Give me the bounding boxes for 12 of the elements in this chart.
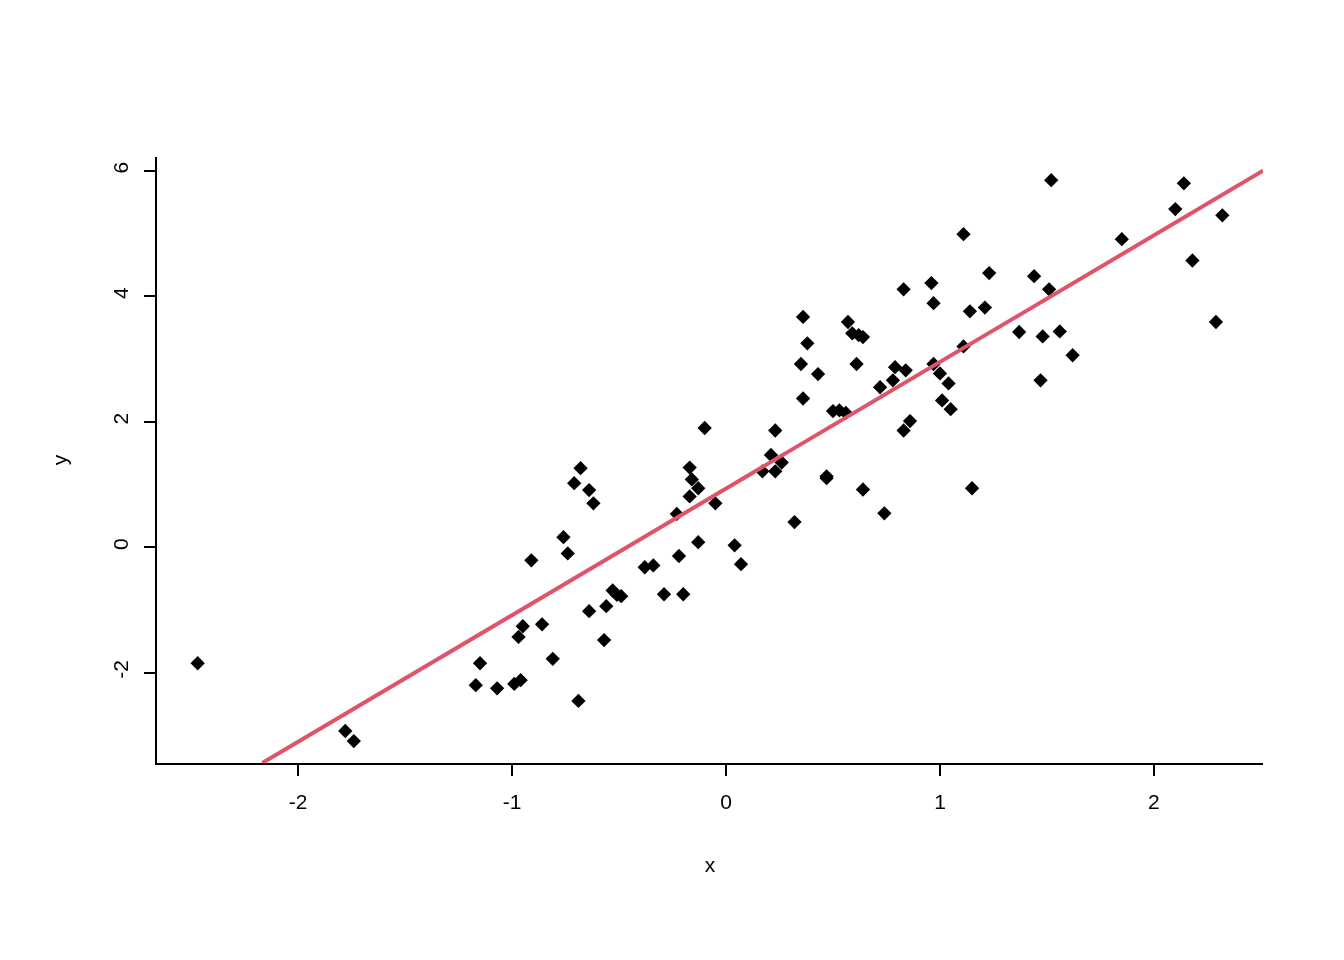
- x-axis-title: x: [704, 852, 716, 876]
- x-tick-label: 0: [720, 789, 732, 813]
- y-tick-label: 4: [108, 286, 132, 299]
- x-tick-label: 1: [934, 789, 946, 813]
- x-tick-label: -2: [288, 789, 308, 813]
- y-axis-title: y: [48, 454, 72, 466]
- x-tick-label: -1: [502, 789, 522, 813]
- y-tick-label: -2: [108, 660, 132, 679]
- y-tick-label: 2: [108, 412, 132, 425]
- y-tick-label: 6: [108, 161, 132, 174]
- y-tick-label: 0: [108, 538, 132, 550]
- x-tick-label: 2: [1148, 789, 1160, 813]
